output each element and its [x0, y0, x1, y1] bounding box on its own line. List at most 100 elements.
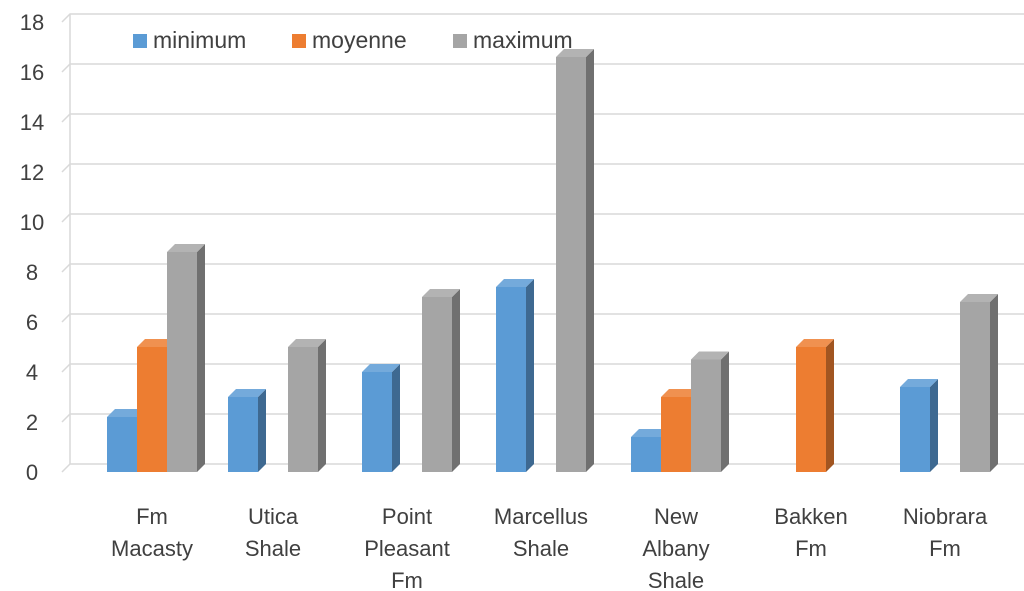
- x-category-label: Bakken Fm: [774, 504, 847, 561]
- bar-top: [288, 339, 326, 347]
- bar-side: [930, 379, 938, 472]
- legend-swatch: [453, 34, 467, 48]
- x-category-label-line: Fm: [795, 536, 827, 561]
- x-category-label-line: Fm: [136, 504, 168, 529]
- legend-item-maximum: maximum: [453, 27, 573, 53]
- bar-minimum: [362, 364, 400, 472]
- x-category-label-line: Albany: [642, 536, 709, 561]
- bar-front: [107, 417, 137, 472]
- legend: minimum moyenne maximum: [133, 27, 573, 53]
- bar-top: [167, 244, 205, 252]
- bar-side: [586, 49, 594, 472]
- legend-label: moyenne: [312, 27, 407, 53]
- legend-label: minimum: [153, 27, 246, 53]
- legend-item-moyenne: moyenne: [292, 27, 407, 53]
- gridline: [61, 313, 1024, 323]
- y-tick-label: 10: [20, 210, 44, 235]
- bar-top: [496, 279, 534, 287]
- x-category-label: Point Pleasant Fm: [364, 504, 450, 591]
- bar-top: [960, 294, 998, 302]
- bar-side: [990, 294, 998, 472]
- x-category-label-line: Macasty: [111, 536, 193, 561]
- bar-side: [197, 244, 205, 472]
- x-category-label-line: Pleasant: [364, 536, 450, 561]
- bar-front: [556, 57, 586, 472]
- y-tick-label: 2: [26, 410, 38, 435]
- bar-maximum: [691, 351, 729, 472]
- bar-side: [318, 339, 326, 472]
- bar-minimum: [228, 389, 266, 472]
- y-tick-label: 14: [20, 110, 44, 135]
- x-category-label-line: Fm: [391, 568, 423, 591]
- legend-swatch: [133, 34, 147, 48]
- x-category-label: Niobrara Fm: [903, 504, 988, 561]
- bar-side: [452, 289, 460, 472]
- bar-top: [362, 364, 400, 372]
- x-category-label: Fm Macasty: [111, 504, 193, 561]
- bar-front: [691, 359, 721, 472]
- x-category-label-line: New: [654, 504, 698, 529]
- bar-top: [631, 429, 669, 437]
- y-tick-label: 0: [26, 460, 38, 485]
- legend-item-minimum: minimum: [133, 27, 246, 53]
- y-tick-label: 18: [20, 10, 44, 35]
- bar-side: [392, 364, 400, 472]
- bar-front: [167, 252, 197, 472]
- bar-side: [826, 339, 834, 472]
- gridline: [61, 463, 1024, 473]
- gridlines: [61, 13, 1024, 473]
- bar-front: [137, 347, 167, 472]
- gridline: [61, 263, 1024, 273]
- x-category-label: Utica Shale: [245, 504, 301, 561]
- gridline: [61, 363, 1024, 373]
- gridline: [61, 213, 1024, 223]
- x-category-label-line: Shale: [245, 536, 301, 561]
- y-tick-label: 16: [20, 60, 44, 85]
- bar-top: [556, 49, 594, 57]
- bar-maximum: [422, 289, 460, 472]
- gridline: [61, 63, 1024, 73]
- bar-front: [631, 437, 661, 472]
- bar-top: [691, 351, 729, 360]
- bar-front: [496, 287, 526, 472]
- bar-top: [228, 389, 266, 397]
- x-category-label: Marcellus Shale: [494, 504, 588, 561]
- bar-moyenne: [796, 339, 834, 472]
- x-category-label-line: Shale: [648, 568, 704, 591]
- x-category-label: New Albany Shale: [642, 504, 709, 591]
- bar-top: [137, 339, 175, 347]
- legend-swatch: [292, 34, 306, 48]
- bar-maximum: [167, 244, 205, 472]
- y-tick-label: 6: [26, 310, 38, 335]
- bar-top: [661, 389, 699, 397]
- y-axis: 0 2 4 6 8 10 12 14 16 18: [20, 10, 44, 485]
- x-category-label-line: Point: [382, 504, 432, 529]
- bar-top: [422, 289, 460, 297]
- y-tick-label: 8: [26, 260, 38, 285]
- bar-front: [422, 297, 452, 472]
- bar-front: [960, 302, 990, 472]
- gridline: [61, 113, 1024, 123]
- bar-top: [796, 339, 834, 347]
- bar-front: [661, 397, 691, 472]
- x-category-label-line: Fm: [929, 536, 961, 561]
- gridline: [61, 163, 1024, 173]
- x-category-label-line: Niobrara: [903, 504, 988, 529]
- bar-top: [900, 379, 938, 387]
- y-tick-label: 4: [26, 360, 38, 385]
- x-category-label-line: Utica: [248, 504, 299, 529]
- bar-front: [362, 372, 392, 472]
- bars: [107, 49, 998, 472]
- bar-minimum: [496, 279, 534, 472]
- bar-maximum: [960, 294, 998, 472]
- bar-side: [526, 279, 534, 472]
- gridline: [61, 413, 1024, 423]
- bar-top: [107, 409, 145, 417]
- bar-front: [228, 397, 258, 472]
- bar-maximum: [556, 49, 594, 472]
- x-axis-labels: Fm Macasty Utica Shale Point Pleasant Fm Marcel…: [111, 504, 988, 591]
- y-tick-label: 12: [20, 160, 44, 185]
- bar-front: [288, 347, 318, 472]
- x-category-label-line: Shale: [513, 536, 569, 561]
